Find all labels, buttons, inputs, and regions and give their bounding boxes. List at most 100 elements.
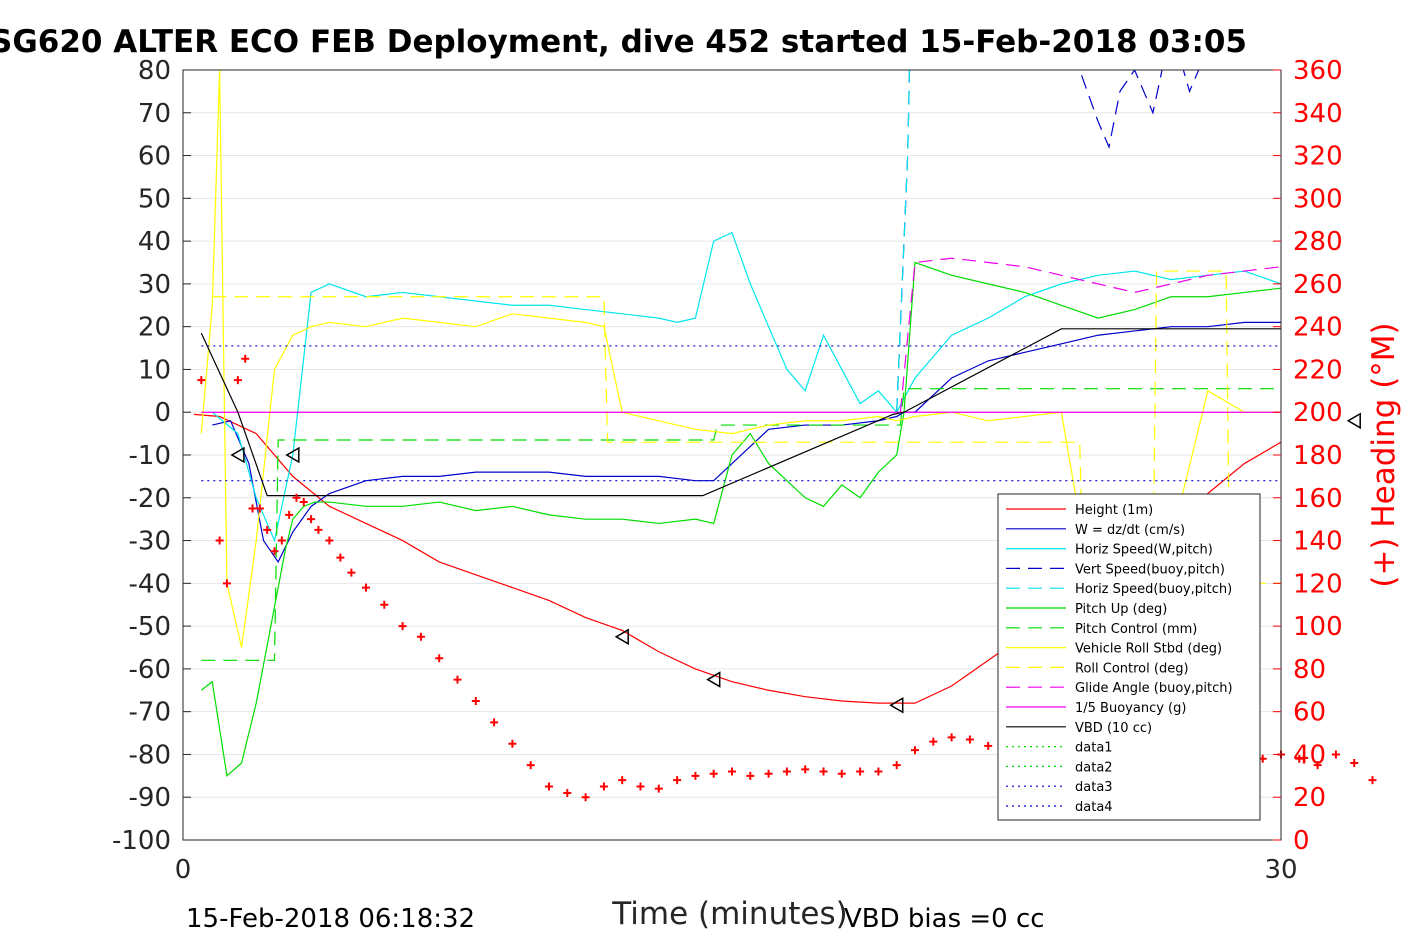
heading-point bbox=[599, 782, 608, 791]
y-right-tick-label: 300 bbox=[1293, 184, 1343, 214]
legend-entry: data4 bbox=[1075, 800, 1113, 815]
y-tick-label: -10 bbox=[129, 441, 171, 471]
y-tick-label: 30 bbox=[138, 270, 171, 300]
heading-point bbox=[581, 793, 590, 802]
y-tick-label: -50 bbox=[129, 612, 171, 642]
heading-point bbox=[746, 771, 755, 780]
y-tick-label: -60 bbox=[129, 655, 171, 685]
series-1 bbox=[212, 321, 1281, 564]
heading-point bbox=[255, 504, 264, 513]
x-axis-label: Time (minutes) bbox=[611, 896, 847, 932]
heading-point bbox=[508, 739, 517, 748]
y-tick-label: -80 bbox=[129, 740, 171, 770]
series-6 bbox=[201, 388, 1281, 661]
heading-point bbox=[782, 767, 791, 776]
y-right-tick-label: 140 bbox=[1293, 527, 1343, 557]
heading-point bbox=[618, 776, 627, 785]
y-tick-label: 70 bbox=[138, 99, 171, 129]
heading-point bbox=[984, 741, 993, 750]
heading-point bbox=[336, 553, 345, 562]
y-right-tick-label: 220 bbox=[1293, 355, 1343, 385]
heading-point bbox=[270, 547, 279, 556]
legend-entry: Pitch Up (deg) bbox=[1075, 602, 1167, 617]
y-tick-label: 40 bbox=[138, 227, 171, 257]
heading-point bbox=[563, 788, 572, 797]
y-tick-label: -40 bbox=[129, 569, 171, 599]
y-right-tick-label: 120 bbox=[1293, 569, 1343, 599]
heading-point bbox=[263, 525, 272, 534]
heading-point bbox=[453, 675, 462, 684]
heading-point bbox=[545, 782, 553, 791]
heading-point bbox=[435, 654, 444, 663]
y-right-tick-label: 60 bbox=[1293, 698, 1326, 728]
heading-point bbox=[947, 733, 956, 742]
legend-entry: Horiz Speed(buoy,pitch) bbox=[1075, 582, 1232, 597]
series-9 bbox=[899, 257, 1281, 413]
heading-point bbox=[526, 761, 535, 770]
y-right-tick-label: 180 bbox=[1293, 441, 1343, 471]
footer-timestamp: 15-Feb-2018 06:18:32 bbox=[186, 904, 475, 934]
y-right-tick-label: 40 bbox=[1293, 740, 1326, 770]
legend: Height (1m) W = dz/dt (cm/s) Horiz Speed(W… bbox=[997, 493, 1261, 821]
heading-point bbox=[347, 568, 356, 577]
y-right-tick-label: 80 bbox=[1293, 655, 1326, 685]
heading-point bbox=[471, 696, 480, 705]
heading-point bbox=[285, 510, 294, 519]
heading-point bbox=[380, 600, 389, 609]
heading-point bbox=[837, 769, 846, 778]
heading-point bbox=[233, 376, 242, 385]
heading-point bbox=[691, 771, 700, 780]
legend-entry: Height (1m) bbox=[1075, 503, 1153, 518]
heading-point bbox=[764, 769, 773, 778]
heading-point bbox=[1313, 761, 1322, 770]
heading-point bbox=[248, 504, 257, 513]
series-5 bbox=[200, 261, 1281, 778]
heading-point bbox=[1331, 750, 1340, 759]
footer-vbd-bias: VBD bias =0 cc bbox=[844, 904, 1045, 934]
heading-point bbox=[215, 536, 224, 545]
triangle-marker bbox=[889, 696, 904, 714]
heading-point bbox=[965, 735, 974, 744]
legend-entry: VBD (10 cc) bbox=[1075, 721, 1152, 736]
heading-point bbox=[398, 622, 407, 631]
y-tick-label: 60 bbox=[138, 142, 171, 172]
triangle-marker bbox=[1346, 412, 1361, 430]
y-right-tick-label: 340 bbox=[1293, 99, 1343, 129]
y-tick-label: -90 bbox=[129, 783, 171, 813]
legend-entry: Glide Angle (buoy,pitch) bbox=[1075, 681, 1233, 696]
legend-entry: Vehicle Roll Stbd (deg) bbox=[1075, 642, 1222, 657]
heading-point bbox=[801, 765, 810, 774]
heading-point bbox=[856, 767, 865, 776]
heading-point bbox=[874, 767, 883, 776]
y-right-tick-label: 0 bbox=[1293, 826, 1310, 856]
heading-point bbox=[314, 525, 323, 534]
heading-point bbox=[892, 761, 901, 770]
heading-point bbox=[728, 767, 736, 776]
y-tick-label: -100 bbox=[112, 826, 171, 856]
heading-point bbox=[490, 718, 499, 727]
heading-point bbox=[292, 493, 301, 502]
legend-entry: W = dz/dt (cm/s) bbox=[1075, 523, 1185, 538]
heading-point bbox=[197, 376, 206, 385]
heading-point bbox=[241, 354, 250, 363]
legend-entry: Pitch Control (mm) bbox=[1075, 622, 1197, 637]
heading-point bbox=[911, 746, 919, 755]
heading-point bbox=[299, 498, 308, 507]
y-right-tick-label: 200 bbox=[1293, 398, 1343, 428]
triangle-marker bbox=[614, 628, 629, 646]
y-tick-label: 0 bbox=[154, 398, 171, 428]
y-right-tick-label: 240 bbox=[1293, 313, 1343, 343]
heading-point bbox=[673, 776, 682, 785]
y-tick-label: -20 bbox=[129, 484, 171, 514]
legend-entry: data2 bbox=[1075, 760, 1113, 775]
legend-entry: Vert Speed(buoy,pitch) bbox=[1075, 562, 1225, 577]
x-tick-label: 0 bbox=[175, 855, 192, 885]
heading-point bbox=[325, 536, 334, 545]
y-tick-label: 50 bbox=[138, 184, 171, 214]
triangle-marker bbox=[230, 446, 245, 464]
y-tick-label: -30 bbox=[129, 527, 171, 557]
y-right-tick-label: 280 bbox=[1293, 227, 1343, 257]
series-11 bbox=[200, 328, 1281, 497]
heading-point bbox=[636, 782, 645, 791]
